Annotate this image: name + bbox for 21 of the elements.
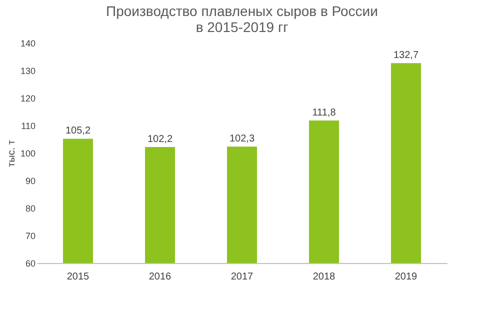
y-tick-label: 80 xyxy=(25,204,36,214)
data-label: 132,7 xyxy=(393,50,419,62)
y-tick-label: 110 xyxy=(21,121,36,131)
y-tick-label: 60 xyxy=(25,258,36,268)
data-label: 102,3 xyxy=(229,134,255,145)
x-tick-label: 2015 xyxy=(66,272,90,282)
data-label: 111,8 xyxy=(312,108,336,119)
y-tick-label: 100 xyxy=(20,148,36,158)
y-tick-label: 140 xyxy=(20,38,36,48)
y-axis-title: тыс. т xyxy=(6,140,18,167)
data-label: 102,2 xyxy=(147,134,173,145)
data-label: 105,2 xyxy=(65,126,91,137)
y-tick-label: 70 xyxy=(25,231,36,241)
x-tick-label: 2017 xyxy=(230,272,254,282)
x-tick-label: 2019 xyxy=(394,272,418,282)
y-tick-label: 90 xyxy=(25,176,36,186)
x-tick-label: 2016 xyxy=(148,272,172,282)
y-tick-label: 130 xyxy=(20,66,36,76)
chart-title: Производство плавленых сыров в России в 2015-2019 гг xyxy=(106,3,378,35)
y-tick-label: 120 xyxy=(20,94,36,104)
x-tick-label: 2018 xyxy=(312,272,336,282)
